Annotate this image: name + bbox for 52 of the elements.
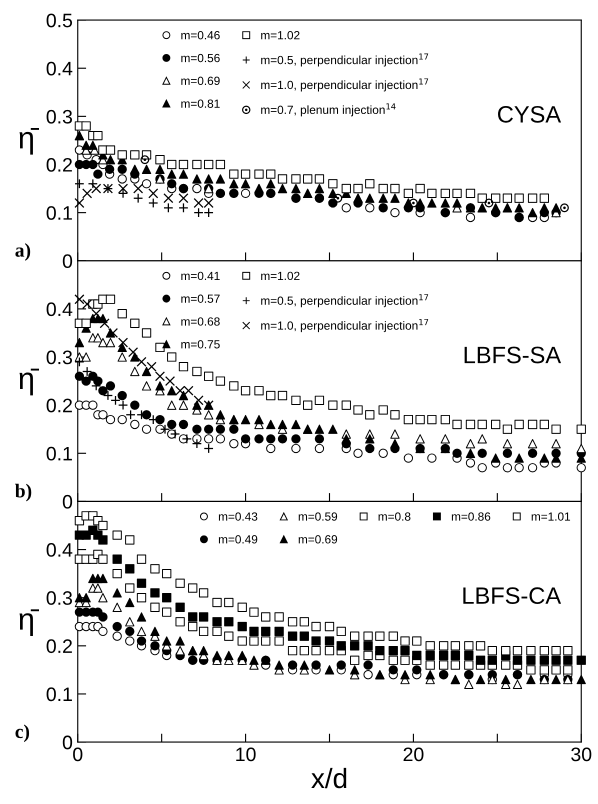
x-tick-label: 30	[571, 747, 592, 762]
x-axis-title: x/d	[311, 768, 346, 788]
legend-label: m=0.57	[181, 294, 220, 303]
legend-label: m=1.0, perpendicular injection$^{17}$	[261, 319, 428, 332]
y-tick-label: 0.2	[46, 158, 72, 172]
legend-label: m=1.01	[532, 512, 570, 521]
y-tick-label: 0.3	[46, 350, 72, 364]
y-tick-label: 0.3	[46, 591, 72, 605]
y-tick-label: 0	[62, 736, 72, 750]
y-tick-label: 0	[62, 494, 72, 509]
legend-label: m=0.7, plenum injection$^{14}$	[261, 103, 396, 116]
y-axis-title: η̄	[19, 128, 39, 155]
legend-label: m=0.59	[298, 512, 338, 521]
text: a)	[15, 243, 30, 261]
legend-label: m=1.02	[261, 272, 300, 280]
legend-label: m=1.0, perpendicular injection$^{17}$	[261, 78, 428, 92]
legend-label: m=0.81	[181, 99, 220, 108]
y-axis-title: η̄	[19, 609, 39, 636]
legend-label: m=0.69	[298, 535, 338, 544]
text: b)	[15, 484, 32, 502]
text: c)	[15, 724, 30, 742]
x-tick-label: 20	[404, 747, 424, 762]
legend-label: m=0.56	[181, 54, 220, 62]
y-tick-label: 0.4	[46, 302, 72, 316]
y-tick-label: 0.5	[46, 14, 72, 28]
y-tick-label: 0	[62, 254, 72, 268]
legend-label: m=0.69	[181, 76, 220, 86]
legend-label: m=0.49	[218, 535, 258, 544]
y-tick-label: 0.4	[46, 543, 72, 557]
y-tick-label: 0.1	[46, 687, 72, 702]
legend-label: m=1.02	[261, 31, 300, 40]
legend-label: m=0.43	[218, 512, 258, 521]
y-tick-label: 0.2	[46, 639, 72, 654]
x-tick-label: 0	[73, 747, 82, 762]
annotation: LBFS-CA	[463, 587, 562, 604]
legend-label: m=0.68	[181, 317, 220, 326]
y-axis-title: η̄	[19, 368, 39, 396]
legend-label: m=0.5, perpendicular injection$^{17}$	[261, 54, 428, 67]
y-tick-label: 0.3	[46, 110, 72, 124]
legend-label: m=0.8	[378, 512, 410, 521]
annotation: CYSA	[498, 106, 562, 123]
legend-label: m=0.41	[181, 272, 220, 280]
legend-label: m=0.46	[181, 31, 220, 40]
y-tick-label: 0.4	[46, 62, 72, 76]
y-tick-label: 0.1	[46, 206, 72, 220]
y-tick-label: 0.1	[46, 446, 72, 461]
x-tick-label: 10	[236, 747, 256, 762]
annotation: LBFS-SA	[464, 346, 562, 364]
legend-label: m=0.5, perpendicular injection$^{17}$	[261, 294, 428, 308]
legend-label: m=0.75	[181, 340, 220, 348]
y-tick-label: 0.2	[46, 398, 72, 412]
legend-label: m=0.86	[452, 512, 490, 521]
